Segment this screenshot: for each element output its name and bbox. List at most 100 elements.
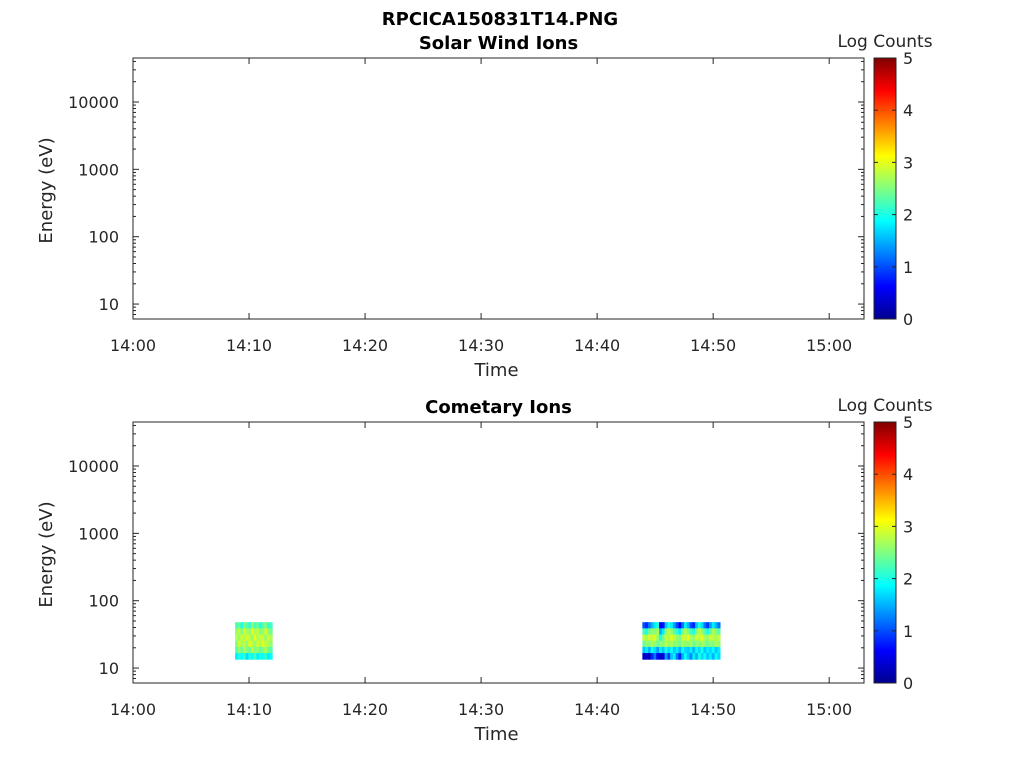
heatmap-cell — [681, 622, 685, 629]
heatmap-cell — [258, 628, 263, 635]
heatmap-cell — [240, 628, 244, 635]
y-axis-label: Energy (eV) — [36, 137, 57, 243]
y-tick-label: 1000 — [78, 160, 119, 179]
y-tick-label: 100 — [88, 228, 119, 247]
heatmap-cell — [706, 640, 710, 648]
colorbar-tick-label: 5 — [903, 413, 913, 432]
colorbar-title: Log Counts — [837, 32, 932, 52]
heatmap-cell — [681, 628, 685, 635]
colorbar-tick-label: 4 — [903, 465, 913, 484]
heatmap-cell — [266, 628, 270, 635]
x-tick-label: 15:00 — [806, 700, 852, 719]
heatmap-cell — [656, 640, 660, 648]
heatmap-cell — [670, 640, 674, 648]
heatmap-cell — [240, 646, 244, 654]
heatmap-cell — [266, 640, 270, 648]
heatmap-cell — [237, 640, 241, 648]
heatmap-cell — [675, 634, 679, 642]
heatmap-cell — [240, 622, 244, 629]
heatmap-cell — [264, 628, 268, 635]
heatmap-cell — [695, 640, 699, 648]
heatmap-cell — [661, 646, 665, 654]
heatmap-cell — [235, 622, 239, 629]
heatmap-cell — [703, 653, 707, 660]
heatmap-cell — [664, 634, 668, 642]
heatmap-cell — [266, 653, 270, 660]
heatmap-cell — [248, 653, 252, 660]
heatmap-cell — [264, 646, 268, 654]
heatmap-cell — [700, 653, 704, 660]
heatmap-cell — [264, 622, 268, 629]
heatmap-cell — [256, 640, 260, 648]
heatmap-cell — [672, 628, 677, 635]
heatmap-cell — [684, 640, 688, 648]
heatmap-cell — [670, 653, 674, 660]
heatmap-cell — [709, 622, 713, 629]
heatmap-cell — [717, 646, 721, 654]
heatmap-cell — [709, 646, 713, 654]
heatmap-cell — [248, 640, 252, 648]
heatmap-cell — [650, 634, 654, 642]
heatmap-cell — [659, 622, 663, 629]
heatmap-cell — [689, 646, 693, 654]
heatmap-cell — [656, 653, 660, 660]
heatmap-cell — [653, 628, 657, 635]
heatmap-cell — [645, 640, 649, 648]
heatmap-cell — [656, 628, 660, 635]
heatmap-cell — [689, 634, 693, 642]
heatmap-cell — [647, 622, 652, 629]
heatmap-cell — [656, 622, 660, 629]
heatmap-cell — [647, 646, 652, 654]
y-tick-label: 1000 — [78, 524, 119, 543]
heatmap-cell — [675, 622, 679, 629]
heatmap-cell — [245, 634, 249, 642]
heatmap-cell — [642, 622, 646, 629]
heatmap-cell — [700, 628, 704, 635]
heatmap-cell — [695, 646, 699, 654]
heatmap-cell — [706, 628, 710, 635]
colorbar-tick-label: 3 — [903, 517, 913, 536]
heatmap-cell — [258, 634, 263, 642]
heatmap-cell — [653, 622, 657, 629]
heatmap-cell — [684, 653, 688, 660]
panel-solar-wind-ions: Solar Wind Ions 14:00 14:10 14:20 14:30 14:40… — [36, 32, 933, 381]
heatmap-cell — [697, 640, 702, 648]
heatmap-cell — [703, 634, 707, 642]
colorbar-tick-label: 2 — [903, 570, 913, 589]
heatmap-cell — [650, 640, 654, 648]
heatmap-cell — [703, 628, 707, 635]
x-tick-label: 14:40 — [574, 336, 620, 355]
heatmap-cell — [240, 634, 244, 642]
heatmap-cell — [256, 646, 260, 654]
heatmap-cell — [697, 646, 702, 654]
heatmap-cell — [664, 640, 668, 648]
heatmap-cell — [681, 640, 685, 648]
heatmap-cell — [642, 653, 646, 660]
heatmap-cell — [251, 622, 255, 629]
heatmap-cell — [681, 646, 685, 654]
heatmap-cell — [714, 646, 718, 654]
heatmap-cell — [243, 628, 247, 635]
heatmap-cell — [670, 634, 674, 642]
heatmap-cell — [253, 646, 257, 654]
heatmap-cell — [264, 634, 268, 642]
heatmap-cell — [700, 646, 704, 654]
heatmap-cell — [235, 646, 239, 654]
heatmap-cell — [686, 646, 690, 654]
heatmap-cell — [261, 628, 265, 635]
heatmap-cell — [711, 634, 715, 642]
heatmap-cell — [243, 634, 247, 642]
heatmap-cell — [248, 628, 252, 635]
heatmap-cell — [717, 628, 721, 635]
heatmap-cell — [243, 640, 247, 648]
heatmap-cell — [717, 634, 721, 642]
x-tick-label: 14:00 — [110, 336, 156, 355]
heatmap-cell — [711, 628, 715, 635]
heatmap-cell — [661, 634, 665, 642]
heatmap-cell — [711, 622, 715, 629]
heatmap-cell — [235, 640, 239, 648]
heatmap-cell — [684, 622, 688, 629]
heatmap-cell — [243, 646, 247, 654]
heatmap-cell — [681, 634, 685, 642]
heatmap-cell — [714, 622, 718, 629]
